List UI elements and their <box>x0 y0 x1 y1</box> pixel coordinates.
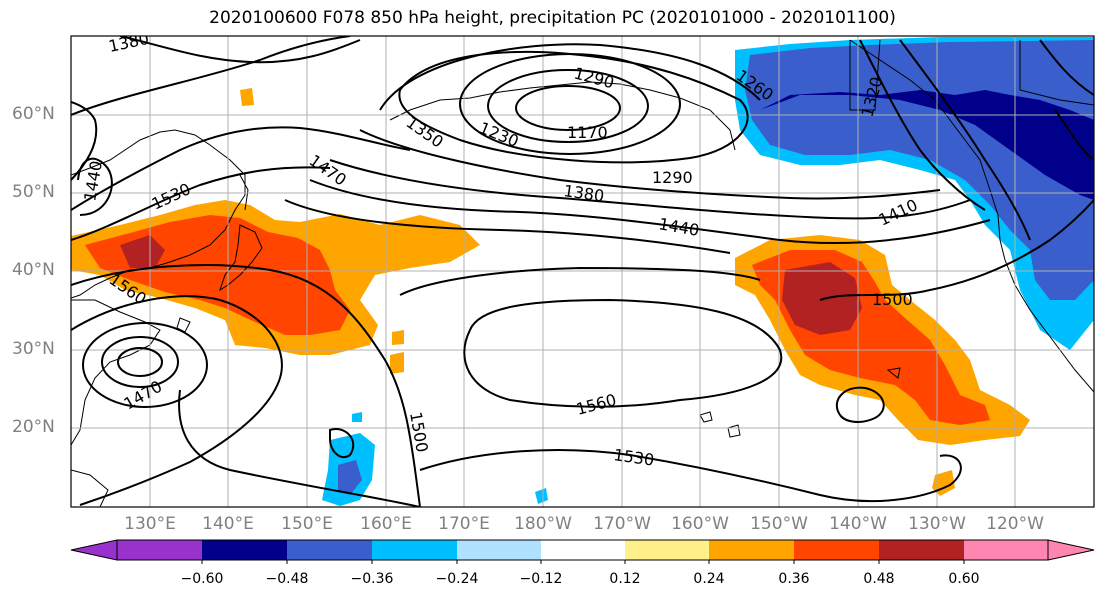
height-contours <box>71 36 1094 507</box>
map-frame <box>70 35 1095 508</box>
colorbar-tick-label: −0.24 <box>435 571 479 587</box>
colorbar-extend-max <box>1047 539 1095 561</box>
colorbar-tick-label: −0.60 <box>180 571 224 587</box>
lon-label: 140°W <box>829 514 887 534</box>
colorbar-tick-label: −0.48 <box>265 571 309 587</box>
lon-label: 130°E <box>124 514 176 534</box>
colorbar-tick-label: 0.12 <box>609 571 641 587</box>
colorbar-bin <box>625 540 709 560</box>
colorbar-extend-min <box>70 539 118 561</box>
colorbar-tick-label: 0.36 <box>778 571 810 587</box>
lat-label: 30°N <box>12 339 55 359</box>
lon-label: 130°W <box>908 514 966 534</box>
lon-label: 140°E <box>202 514 254 534</box>
positive-anomaly-japan <box>71 88 480 374</box>
map-plot-area: 1380 1290 1260 1320 1350 1230 1170 1470 … <box>71 36 1094 507</box>
colorbar-bin <box>541 540 625 560</box>
lon-label: 160°W <box>671 514 729 534</box>
colorbar-tick-label: 0.24 <box>693 571 725 587</box>
lon-label: 120°W <box>986 514 1044 534</box>
lat-label: 40°N <box>12 260 55 280</box>
lat-label: 20°N <box>12 417 55 437</box>
map-title: 2020100600 F078 850 hPa height, precipit… <box>209 8 896 28</box>
colorbar-tick-label: 0.60 <box>948 571 980 587</box>
lon-label: 150°W <box>750 514 808 534</box>
colorbar-tick-label: 0.48 <box>863 571 895 587</box>
lat-label: 50°N <box>12 182 55 202</box>
colorbar-bin <box>372 540 457 560</box>
lon-label: 170°W <box>593 514 651 534</box>
colorbar-bin <box>879 540 964 560</box>
colorbar-bin <box>457 540 541 560</box>
contour-label: 1290 <box>652 168 693 187</box>
colorbar <box>70 539 1095 564</box>
lon-label: 180°W <box>514 514 572 534</box>
colorbar-bin <box>287 540 372 560</box>
contour-label: 1170 <box>567 123 608 142</box>
lon-label: 160°E <box>360 514 412 534</box>
colorbar-bin <box>709 540 794 560</box>
lat-label: 60°N <box>12 104 55 124</box>
colorbar-tick-label: −0.12 <box>519 571 563 587</box>
colorbar-bin <box>117 540 202 560</box>
contour-label: 1500 <box>872 290 913 309</box>
colorbar-tick-label: −0.36 <box>350 571 394 587</box>
lon-label: 150°E <box>281 514 333 534</box>
colorbar-bin <box>794 540 879 560</box>
colorbar-bin <box>964 540 1048 560</box>
lon-label: 170°E <box>438 514 490 534</box>
colorbar-bin <box>202 540 287 560</box>
